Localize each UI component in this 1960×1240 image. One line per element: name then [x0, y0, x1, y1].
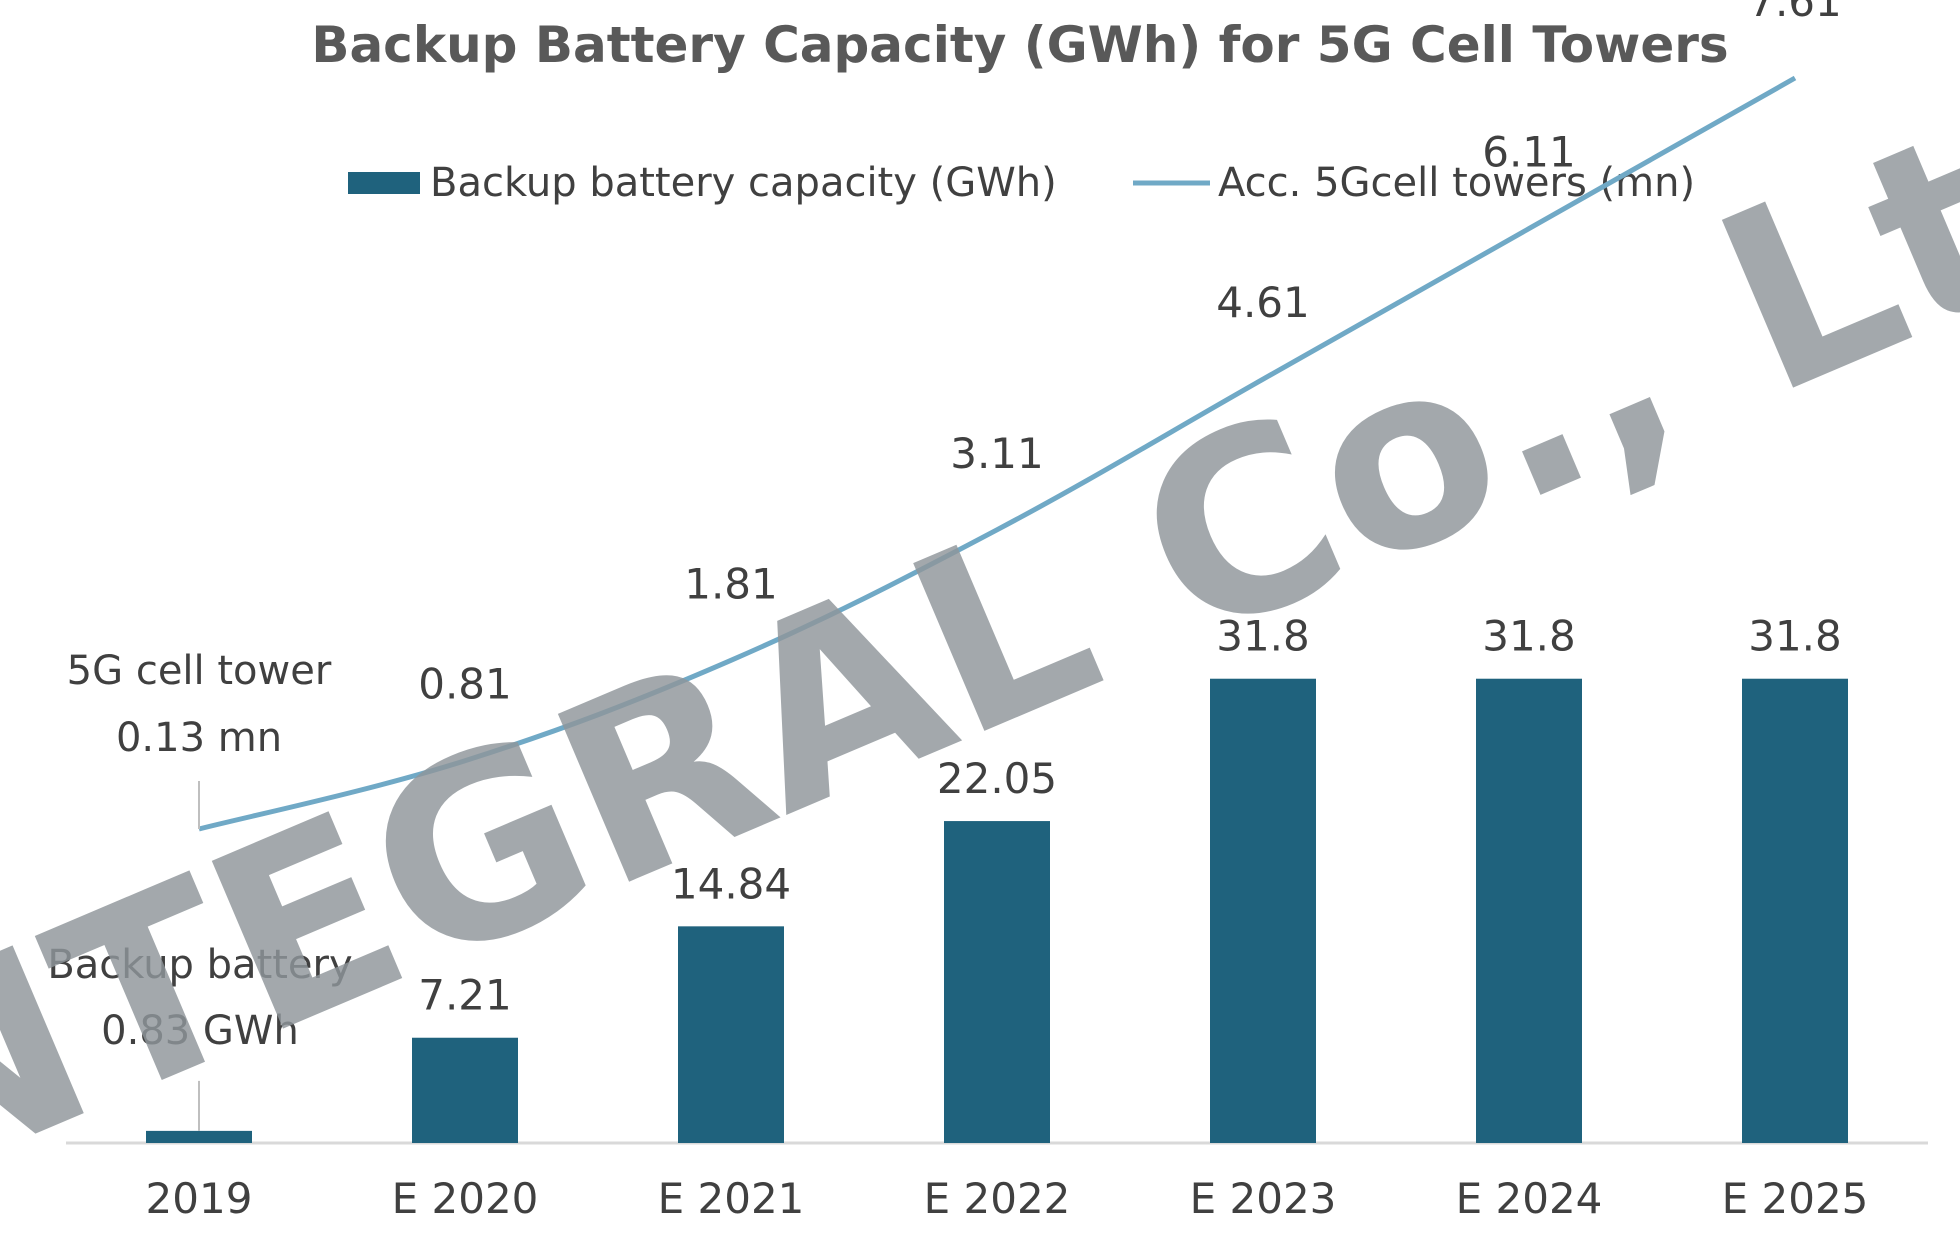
x-tick-label-0: 2019 [146, 1174, 253, 1223]
x-tick-labels: 2019 E 2020 E 2021 E 2022 E 2023 E 2024 E 2025 [146, 1174, 1869, 1223]
line-value-label-2: 1.81 [684, 559, 778, 608]
bar-value-label-6: 31.8 [1748, 612, 1842, 661]
chart-title: Backup Battery Capacity (GWh) for 5G Cel… [311, 16, 1728, 74]
x-tick-label-1: E 2020 [392, 1174, 539, 1223]
legend: Backup battery capacity (GWh) Acc. 5Gcel… [348, 160, 1695, 206]
bar-2 [678, 926, 784, 1143]
x-tick-label-5: E 2024 [1456, 1174, 1603, 1223]
legend-bar-label: Backup battery capacity (GWh) [430, 160, 1057, 206]
tower-series-line [198, 75, 1797, 832]
bar-value-label-5: 31.8 [1482, 612, 1576, 661]
bar-value-label-3: 22.05 [937, 754, 1057, 803]
bar-value-label-2: 14.84 [671, 859, 791, 908]
battery-annotation-line1: Backup battery [47, 942, 352, 988]
bar-1 [412, 1037, 518, 1143]
x-tick-label-6: E 2025 [1722, 1174, 1869, 1223]
bar-0 [146, 1130, 252, 1143]
line-labels: 0.81 1.81 3.11 4.61 6.11 7.61 [418, 0, 1842, 709]
line-value-label-3: 3.11 [950, 429, 1044, 478]
tower-line-layer [198, 75, 1797, 832]
bar-value-label-1: 7.21 [418, 971, 512, 1020]
battery-annotation-line2: 0.83 GWh [101, 1008, 299, 1054]
x-tick-label-2: E 2021 [658, 1174, 805, 1223]
bar-labels: 7.21 14.84 22.05 31.8 31.8 31.8 [418, 612, 1842, 1020]
bar-5 [1476, 678, 1582, 1143]
line-value-label-5: 6.11 [1482, 128, 1576, 177]
line-value-label-6: 7.61 [1748, 0, 1842, 26]
bar-6 [1742, 678, 1848, 1143]
bar-3 [944, 821, 1050, 1143]
legend-bar-swatch [348, 172, 420, 194]
line-value-label-1: 0.81 [418, 660, 512, 709]
x-tick-label-4: E 2023 [1190, 1174, 1337, 1223]
tower-annotation-line1: 5G cell tower [67, 648, 332, 694]
bars [146, 678, 1848, 1143]
bar-value-label-4: 31.8 [1216, 612, 1310, 661]
bar-4 [1210, 678, 1316, 1143]
annotations: 5G cell tower 0.13 mn Backup battery 0.8… [47, 648, 353, 1131]
x-tick-label-3: E 2022 [924, 1174, 1071, 1223]
line-value-label-4: 4.61 [1216, 278, 1310, 327]
legend-line-label: Acc. 5Gcell towers (mn) [1218, 160, 1695, 206]
tower-annotation-line2: 0.13 mn [116, 715, 282, 761]
